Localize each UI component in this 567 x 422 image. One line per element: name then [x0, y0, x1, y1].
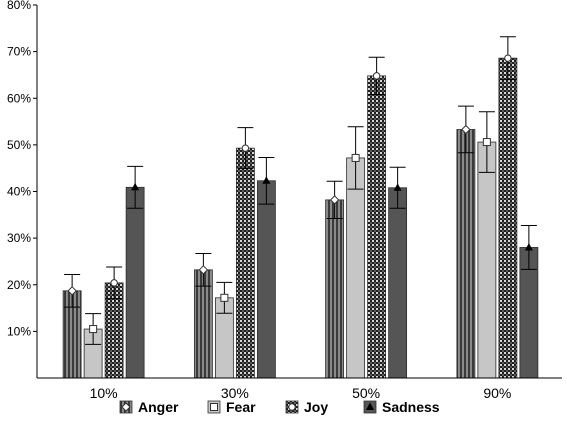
legend-marker [121, 402, 131, 412]
y-tick-label: 70% [7, 45, 31, 59]
bar-marker [110, 279, 118, 287]
legend-marker [288, 403, 296, 411]
bar-marker [67, 286, 77, 296]
bar-marker [329, 195, 340, 205]
bar-joy-2 [367, 75, 387, 379]
bar-fear-3 [477, 141, 497, 379]
bar-marker [461, 124, 471, 135]
bar-fear-2 [346, 157, 366, 379]
x-tick-label: 30% [221, 385, 249, 401]
bar-marker [524, 242, 533, 251]
x-tick-label: 10% [90, 385, 118, 401]
bar-anger-3 [456, 129, 476, 379]
bar-marker [262, 176, 271, 184]
legend-marker [366, 402, 374, 410]
legend-marker [210, 403, 218, 411]
bar-marker [482, 138, 491, 147]
y-tick-label: 40% [7, 185, 31, 199]
y-tick-label: 30% [7, 231, 31, 245]
plot-area: 10% 20% 30% 40% 50% 60% 70% 80% 10% 30% 50% 90% [7, 0, 562, 401]
bar-joy-3 [498, 57, 518, 379]
bar-marker [89, 325, 98, 334]
y-tick-label: 20% [7, 278, 31, 292]
legend-label-joy: Joy [304, 399, 328, 415]
y-tick-label: 10% [7, 324, 31, 338]
legend-label-anger: Anger [138, 399, 179, 415]
bar-anger-2 [325, 199, 345, 379]
bar-marker [220, 293, 229, 302]
bar-marker [241, 144, 250, 152]
legend-label-fear: Fear [226, 399, 256, 415]
bar-marker [504, 54, 512, 62]
y-tick-label: 60% [7, 91, 31, 105]
y-tick-label: 80% [7, 0, 31, 12]
y-tick-label: 50% [7, 138, 31, 152]
legend: Anger Fear Joy Sadness [119, 399, 440, 415]
bar-sadness-1 [256, 180, 276, 379]
bar-sadness-2 [388, 187, 408, 379]
bar-marker [351, 153, 360, 162]
bar-marker [131, 182, 140, 191]
bar-marker [198, 265, 209, 275]
bar-marker [372, 72, 381, 80]
bar-marker [393, 183, 402, 191]
x-tick-label: 50% [352, 385, 380, 401]
bar-joy-1 [235, 147, 255, 379]
bar-sadness-0 [125, 186, 145, 379]
x-tick-label: 90% [483, 385, 511, 401]
legend-label-sadness: Sadness [382, 399, 440, 415]
